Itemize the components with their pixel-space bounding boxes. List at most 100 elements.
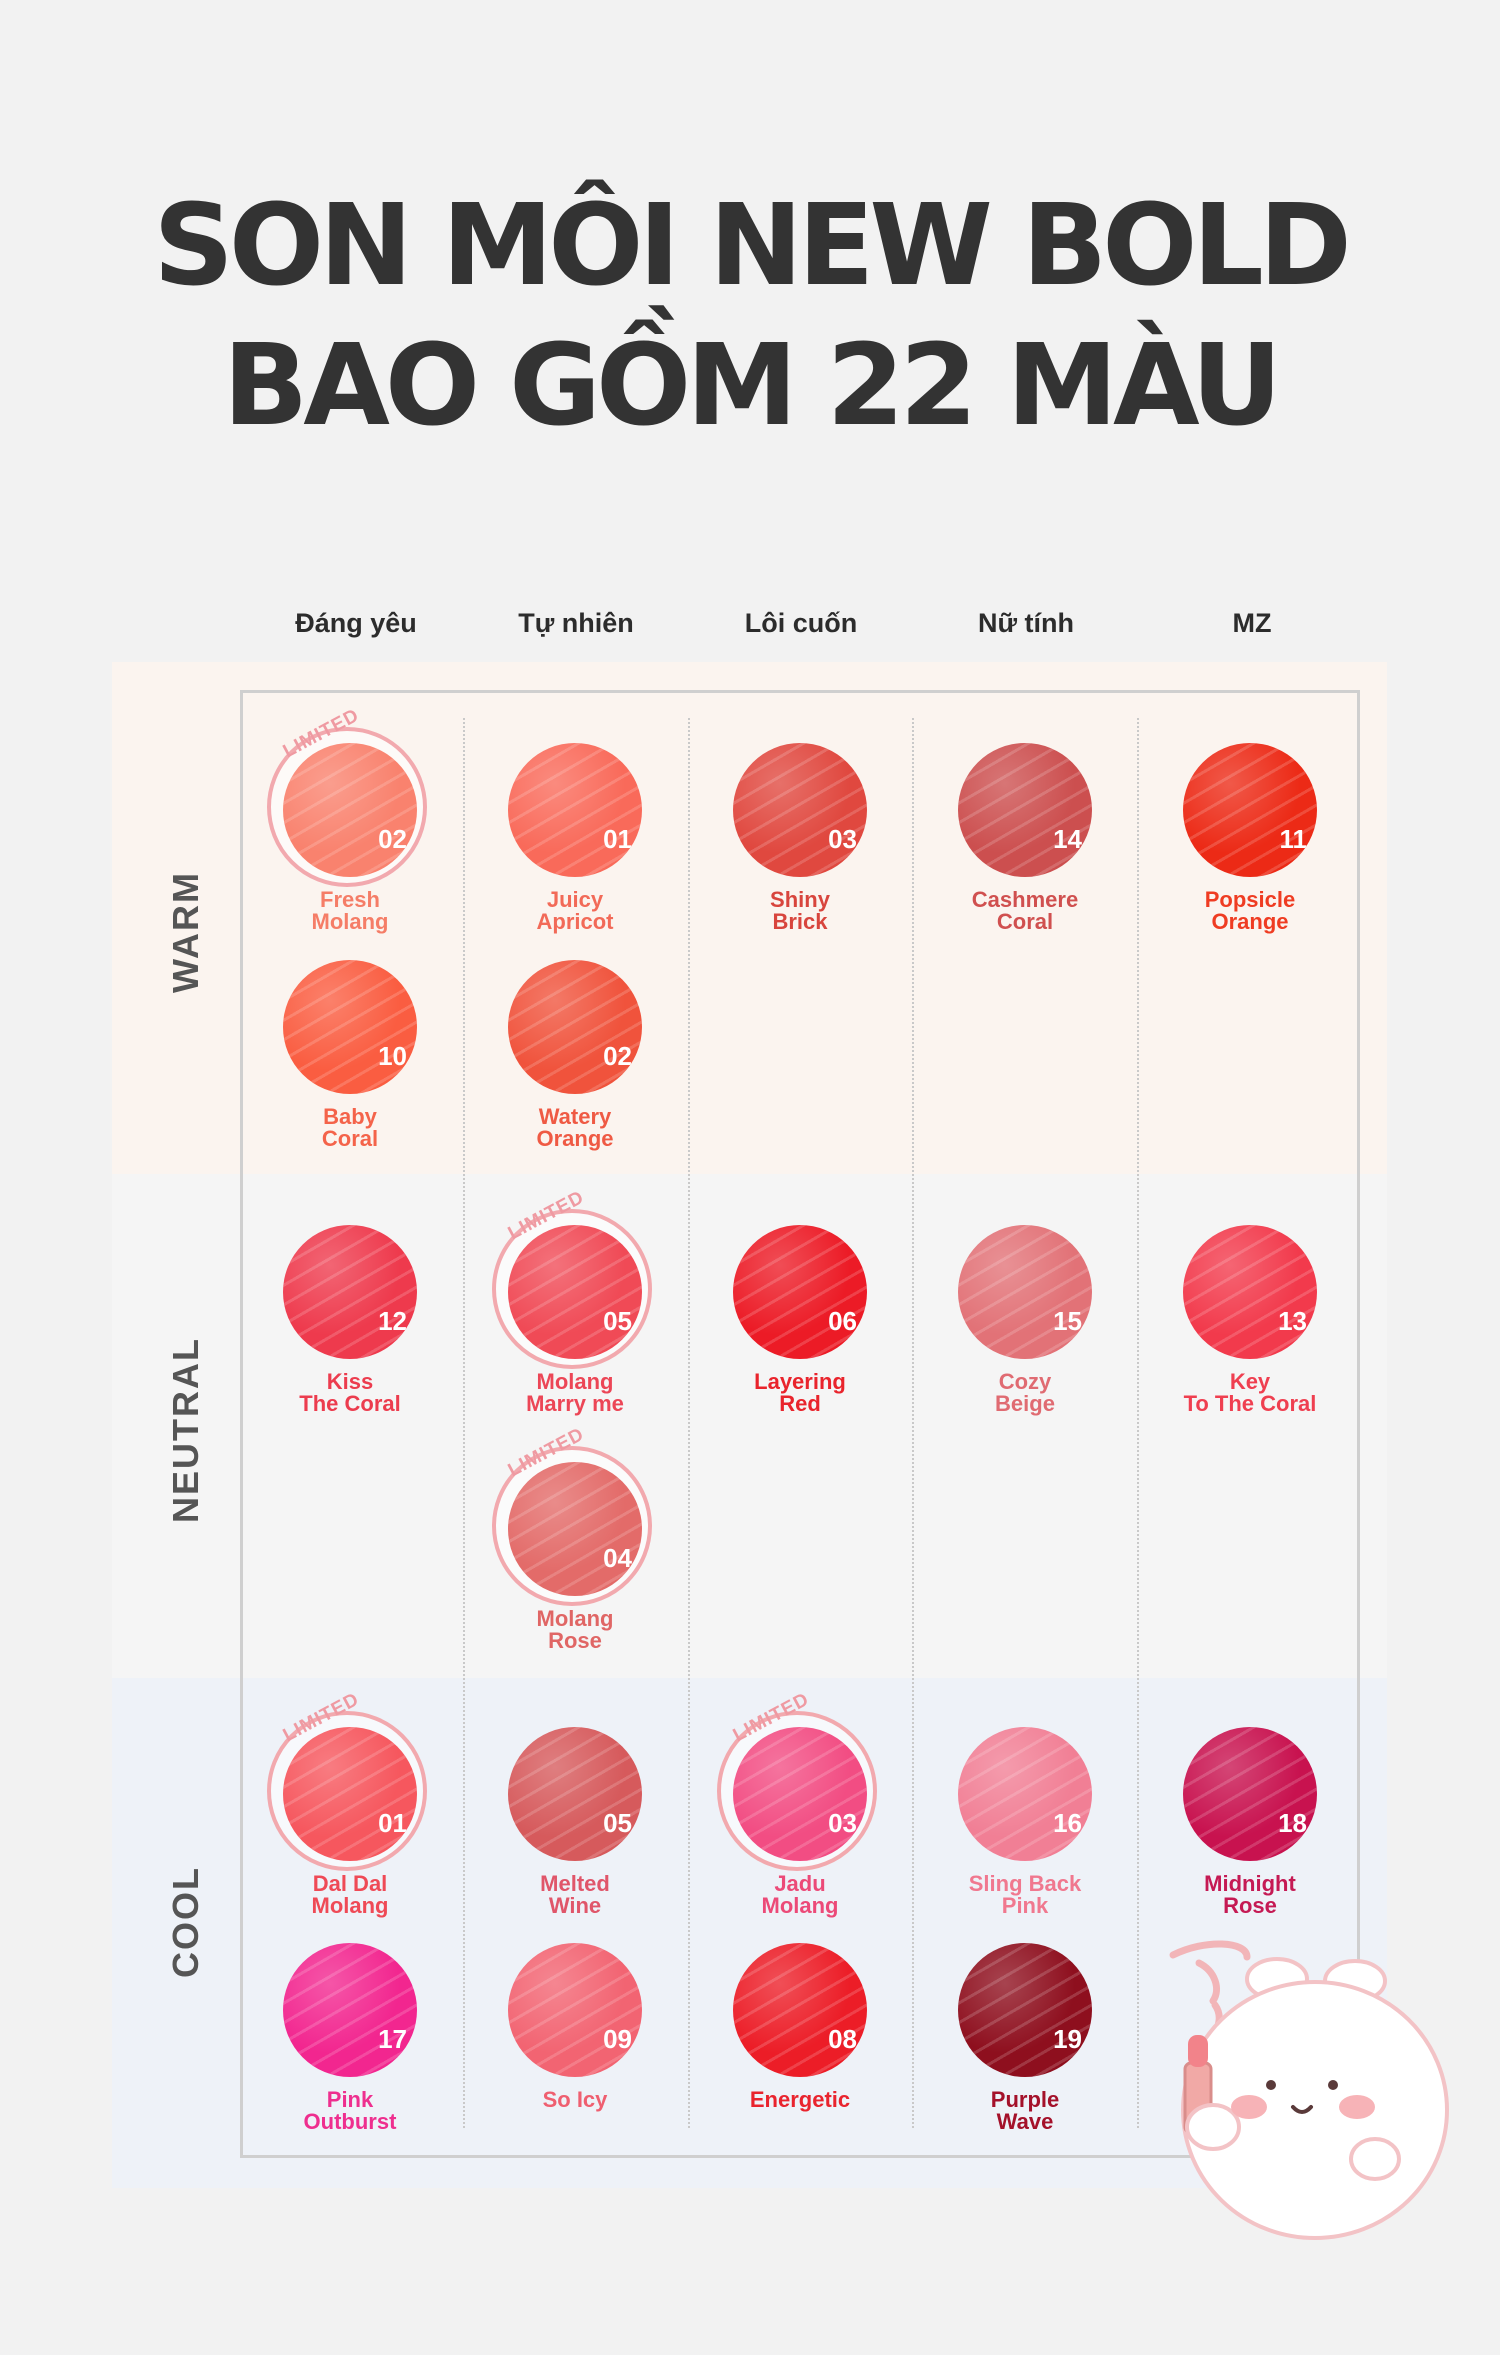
shade-circle: 01 [283, 1727, 417, 1861]
shade-name-line-1: Midnight [1204, 1871, 1296, 1896]
shade-name-line-2: Wave [996, 2109, 1054, 2134]
column-divider [912, 718, 914, 2128]
shade-name-line-2: Marry me [526, 1391, 624, 1416]
shade-name-line-2: Orange [1211, 909, 1289, 934]
shade-circle: 06 [733, 1225, 867, 1359]
shade-name-line-1: Cashmere [971, 887, 1079, 912]
shade-name-line-2: Molang [761, 1893, 839, 1918]
shade-name: Jadu Molang [680, 1873, 920, 1917]
shade-code: 11 [1279, 824, 1308, 854]
shade-circle: 11 [1183, 743, 1317, 877]
shade-name-line-1: Dal Dal [312, 1871, 388, 1896]
shade-name: Shiny Brick [680, 889, 920, 933]
shade-circle: 16 [958, 1727, 1092, 1861]
shade-name-line-2: Outburst [303, 2109, 397, 2134]
shade-name: So Icy [455, 2089, 695, 2111]
shade-name-line-1: Baby [323, 1104, 377, 1129]
shade-name: Watery Orange [455, 1106, 695, 1150]
shade-name: Kiss The Coral [230, 1371, 470, 1415]
shade-code: 08 [828, 2024, 857, 2054]
shade-circle: 03 [733, 743, 867, 877]
shade-name-line-2: Beige [995, 1391, 1055, 1416]
shade-circle: 15 [958, 1225, 1092, 1359]
shade-code: 05 [603, 1306, 632, 1336]
shade-name-line-2: Pink [1001, 1893, 1049, 1918]
shade-name-line-1: Molang [536, 1606, 614, 1631]
shade-code: 01 [603, 824, 632, 854]
shade-name-line-2: Coral [321, 1126, 379, 1151]
row-label-warm: WARM [165, 871, 206, 993]
shade-name-line-1: Sling Back [968, 1871, 1082, 1896]
shade-code: 04 [603, 1543, 632, 1573]
shade-code: 17 [378, 2024, 407, 2054]
shade-circle: 13 [1183, 1225, 1317, 1359]
row-label-neutral: NEUTRAL [165, 1337, 206, 1523]
shade-circle: 01 [508, 743, 642, 877]
shade-name-line-1: Popsicle [1204, 887, 1296, 912]
shade-circle: 10 [283, 960, 417, 1094]
shade-name-line-1: Molang [536, 1369, 614, 1394]
shade-name-line-2: Coral [996, 909, 1054, 934]
shade-code: 01 [378, 1808, 407, 1838]
shade-name-line-1: Pink [326, 2087, 374, 2112]
shade-name: Melted Wine [455, 1873, 695, 1917]
column-header-loi-cuon: Lôi cuốn [744, 608, 858, 638]
shade-circle: 18 [1183, 1727, 1317, 1861]
shade-name-line-1: Watery [538, 1104, 612, 1129]
shade-code: 03 [828, 1808, 857, 1838]
shade-code: 19 [1053, 2024, 1082, 2054]
column-header-mz: MZ [1232, 608, 1272, 638]
shade-name-line-1: Melted [540, 1871, 610, 1896]
shade-circle: 14 [958, 743, 1092, 877]
shade-name-line-2: Molang [311, 909, 389, 934]
shade-name-line-1: Fresh [320, 887, 380, 912]
shade-name-line-1: Jadu [774, 1871, 826, 1896]
shade-circle: 04 [508, 1462, 642, 1596]
shade-code: 03 [828, 824, 857, 854]
row-label-cool: COOL [165, 1866, 206, 1978]
column-divider [1137, 718, 1139, 2128]
shade-name: Layering Red [680, 1371, 920, 1415]
column-divider [688, 718, 690, 2128]
shade-name: Popsicle Orange [1130, 889, 1370, 933]
shade-code: 05 [603, 1808, 632, 1838]
shade-circle: 02 [283, 743, 417, 877]
shade-code: 10 [378, 1041, 407, 1071]
shade-name-line-1: Shiny [770, 887, 830, 912]
shade-name: Juicy Apricot [455, 889, 695, 933]
shade-code: 15 [1053, 1306, 1082, 1336]
shade-name: Molang Rose [455, 1608, 695, 1652]
shade-name-line-1: Layering [754, 1369, 846, 1394]
shade-circle: 17 [283, 1943, 417, 2077]
shade-name: Cashmere Coral [905, 889, 1145, 933]
shade-code: 12 [378, 1306, 407, 1336]
shade-name: Midnight Rose [1130, 1873, 1370, 1917]
molang-mascot-illustration [1169, 1940, 1449, 2240]
shade-name-line-2: Red [779, 1391, 821, 1416]
shade-name-line-1: Kiss [326, 1369, 374, 1394]
column-header-nu-tinh: Nữ tính [977, 608, 1075, 638]
shade-name-line-1: Cozy [998, 1369, 1052, 1394]
shade-name: Baby Coral [230, 1106, 470, 1150]
title-line-2: BAO GỒM 22 MÀU [222, 321, 1282, 451]
shade-code: 02 [378, 824, 407, 854]
shade-circle: 09 [508, 1943, 642, 2077]
shade-name-line-1: Energetic [749, 2087, 851, 2112]
shade-circle: 05 [508, 1727, 642, 1861]
shade-code: 13 [1278, 1306, 1307, 1336]
shade-circle: 02 [508, 960, 642, 1094]
title-line-1: SON MÔI NEW BOLD [153, 181, 1352, 311]
shade-circle: 12 [283, 1225, 417, 1359]
shade-name-line-1: So Icy [542, 2087, 608, 2112]
shade-code: 18 [1278, 1808, 1307, 1838]
shade-name: Energetic [680, 2089, 920, 2111]
shade-table-frame [240, 690, 1360, 2158]
shade-name-line-2: Brick [772, 909, 828, 934]
column-header-tu-nhien: Tự nhiên [518, 608, 634, 638]
shade-name-line-1: Juicy [546, 887, 604, 912]
shade-name: Molang Marry me [455, 1371, 695, 1415]
shade-name-line-2: To The Coral [1183, 1391, 1317, 1416]
shade-name-line-2: Molang [311, 1893, 389, 1918]
shade-code: 06 [828, 1306, 857, 1336]
shade-name: Pink Outburst [230, 2089, 470, 2133]
